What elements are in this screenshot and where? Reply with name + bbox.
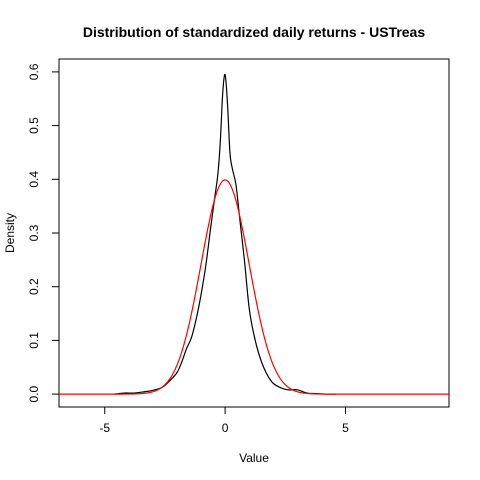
chart-title: Distribution of standardized daily retur… [83, 24, 425, 40]
y-tick-label: 0.2 [27, 278, 41, 295]
x-tick-label: 5 [342, 421, 349, 435]
y-tick-label: 0.6 [27, 63, 41, 80]
y-axis-label: Density [3, 213, 17, 253]
x-axis: -5 0 5 [99, 406, 349, 435]
x-tick-label: -5 [99, 421, 110, 435]
empirical-density-line [114, 73, 336, 395]
x-axis-label: Value [239, 451, 269, 465]
y-tick-label: 0.5 [27, 117, 41, 134]
y-tick-label: 0.4 [27, 171, 41, 188]
x-tick-label: 0 [222, 421, 229, 435]
y-tick-label: 0.0 [27, 385, 41, 402]
plot-frame [58, 58, 450, 408]
y-tick-label: 0.1 [27, 332, 41, 349]
normal-density-line [59, 179, 449, 395]
series-layer [59, 73, 449, 395]
y-tick-label: 0.3 [27, 224, 41, 241]
y-axis: 0.0 0.1 0.2 0.3 0.4 0.5 0.6 [27, 63, 60, 402]
